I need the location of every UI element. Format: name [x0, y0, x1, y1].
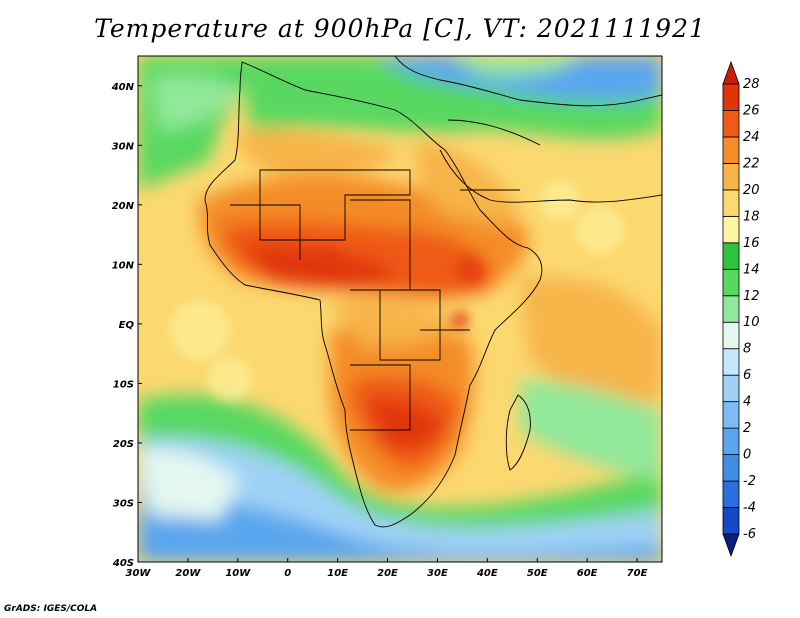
- colorbar-label: -2: [743, 474, 756, 489]
- y-tick-label: 20S: [113, 439, 134, 450]
- colorbar-label: 24: [743, 130, 760, 145]
- credit-label: GrADS: IGES/COLA: [4, 604, 98, 614]
- x-tick-label: 40E: [476, 568, 498, 579]
- x-tick-label: 10W: [225, 568, 251, 579]
- y-tick-label: 10S: [113, 379, 134, 390]
- colorbar-label: 20: [743, 183, 760, 198]
- colorbar-swatch: [722, 83, 740, 111]
- x-tick-label: 30E: [427, 568, 448, 579]
- y-tick-label: EQ: [119, 320, 135, 331]
- colorbar-label: 12: [743, 289, 760, 304]
- colorbar-swatch: [722, 189, 740, 217]
- y-tick-label: 30N: [112, 141, 135, 152]
- y-tick-label: 20N: [112, 201, 135, 212]
- colorbar-swatch: [722, 480, 740, 508]
- y-tick-label: 40N: [111, 82, 135, 93]
- colorbar-label: 18: [743, 209, 760, 224]
- colorbar-max-arrow: [722, 60, 740, 85]
- x-tick-label: 70E: [627, 568, 648, 579]
- temperature-field: [138, 56, 662, 562]
- colorbar-swatch: [722, 136, 740, 164]
- colorbar-swatch: [722, 348, 740, 376]
- colorbar-label: -4: [743, 501, 756, 516]
- plot-frame: [137, 55, 663, 563]
- x-tick-label: 60E: [577, 568, 598, 579]
- colorbar-label: 16: [743, 236, 760, 251]
- y-tick-label: 40S: [112, 558, 134, 569]
- colorbar-label: 28: [743, 77, 760, 92]
- colorbar-label: 26: [743, 103, 760, 118]
- colorbar-swatch: [722, 321, 740, 350]
- colorbar-swatch: [722, 268, 740, 297]
- colorbar-label: 0: [743, 448, 751, 463]
- colorbar-label: 6: [743, 368, 751, 383]
- colorbar-swatch: [722, 215, 740, 244]
- colorbar-swatch: [722, 374, 740, 403]
- x-tick-label: 30W: [126, 568, 152, 579]
- map-title: Temperature at 900hPa [C], VT: 202111192…: [94, 14, 706, 43]
- coastlines: [204, 56, 662, 528]
- colorbar-label: 4: [743, 395, 751, 410]
- colorbar-label: 22: [743, 156, 760, 171]
- x-tick-label: 20W: [175, 568, 201, 579]
- colorbar-swatch: [722, 401, 740, 429]
- colorbar-label: -6: [743, 527, 756, 542]
- x-tick-label: 50E: [527, 568, 548, 579]
- x-axis: 30W 20W 10W 0 10E 20E 30E 40E 50E 60E 70E: [126, 558, 648, 579]
- colorbar-swatch: [722, 163, 740, 191]
- colorbar-label: 8: [743, 342, 751, 357]
- colorbar-swatch: [722, 110, 740, 138]
- x-tick-label: 20E: [377, 568, 398, 579]
- y-axis: 40N 30N 20N 10N EQ 10S 20S 30S 40S: [111, 82, 142, 569]
- x-tick-label: 10E: [327, 568, 348, 579]
- colorbar-label: 10: [743, 315, 760, 330]
- y-tick-label: 30S: [113, 498, 134, 509]
- colorbar-label: 2: [743, 421, 751, 436]
- colorbar-min-arrow: [722, 533, 740, 558]
- colorbar-swatch: [722, 454, 740, 482]
- colorbar-swatch: [722, 427, 740, 455]
- colorbar-label: 14: [743, 262, 760, 277]
- x-tick-label: 0: [284, 568, 291, 579]
- y-tick-label: 10N: [112, 260, 135, 271]
- colorbar-swatch: [722, 295, 740, 323]
- colorbar-swatch: [722, 507, 740, 535]
- colorbar-swatch: [722, 242, 740, 270]
